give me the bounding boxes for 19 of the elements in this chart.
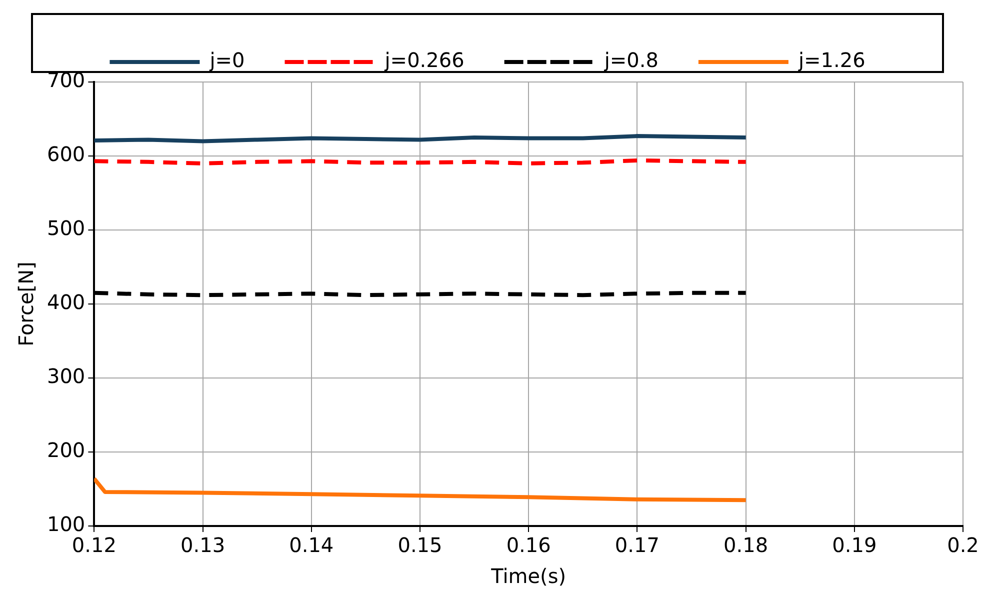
y-tick-label: 500	[46, 216, 86, 240]
legend-label: j=0.8	[603, 48, 658, 72]
x-tick-label: 0.2	[947, 533, 979, 558]
x-tick-label: 0.18	[724, 533, 768, 558]
x-tick-label: 0.19	[832, 533, 877, 558]
y-axis-title: Force[N]	[14, 262, 38, 346]
legend-label: j=1.26	[797, 48, 866, 72]
x-tick-label: 0.13	[180, 533, 226, 558]
y-tick-label: 300	[46, 364, 86, 388]
x-tick-label: 0.15	[398, 533, 442, 558]
x-tick-label: 0.14	[289, 533, 334, 558]
legend-label: j=0	[208, 48, 245, 72]
x-tick-label: 0.16	[506, 533, 551, 558]
y-tick-label: 400	[46, 290, 86, 314]
y-tick-label: 200	[46, 438, 86, 462]
x-tick-label: 0.17	[614, 533, 660, 558]
legend-label: j=0.266	[384, 48, 464, 72]
x-axis-title: Time(s)	[490, 564, 566, 588]
y-tick-label: 600	[46, 142, 86, 166]
